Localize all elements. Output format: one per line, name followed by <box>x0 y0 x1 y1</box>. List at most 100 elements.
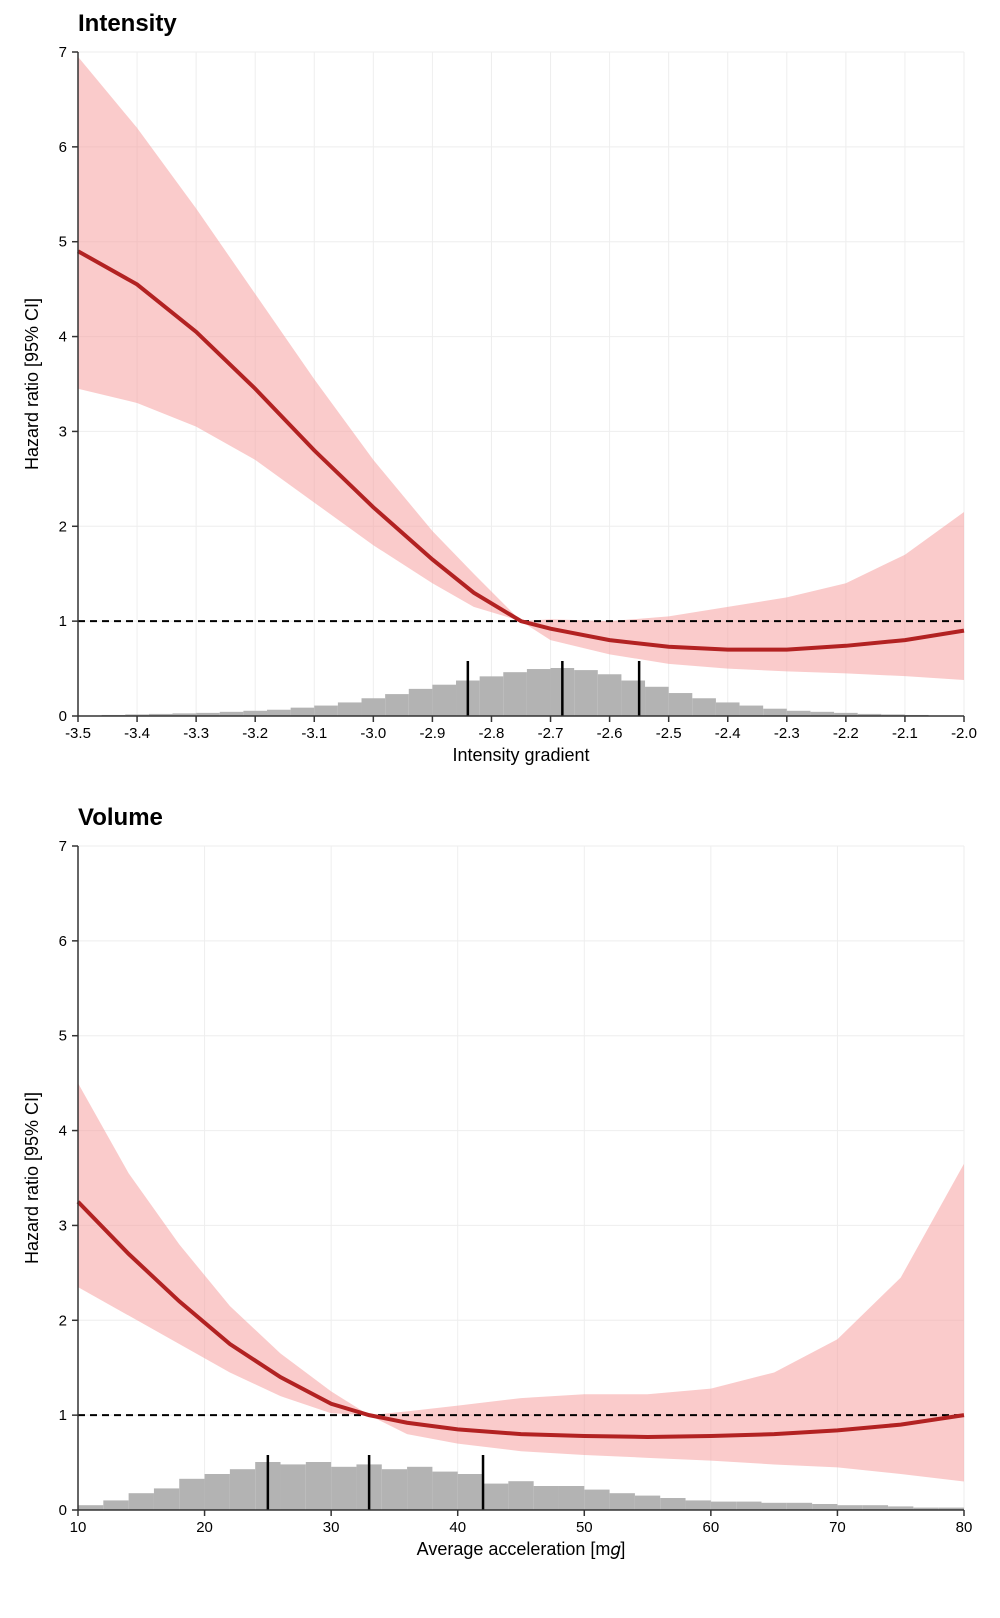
hist-bar <box>306 1462 331 1510</box>
svg-text:1: 1 <box>59 1407 67 1424</box>
svg-text:-2.5: -2.5 <box>656 725 682 742</box>
hist-bar <box>621 681 645 716</box>
hist-bar <box>103 1500 128 1510</box>
svg-text:4: 4 <box>59 329 67 346</box>
hist-bar <box>645 687 669 716</box>
hist-bar <box>763 709 787 716</box>
svg-text:3: 3 <box>59 1217 67 1234</box>
hist-bar <box>362 698 386 716</box>
hist-bar <box>230 1469 255 1510</box>
svg-text:-2.8: -2.8 <box>479 725 505 742</box>
svg-text:4: 4 <box>59 1123 67 1140</box>
hist-bar <box>409 689 433 716</box>
chart-intensity: -3.5 -3.4 -3.3 -3.2 -3.1 -3.0 -2.9 -2.8 -2.7 -2.6… <box>20 44 980 784</box>
hist-bar <box>787 1503 812 1510</box>
svg-text:60: 60 <box>703 1519 720 1536</box>
hist-bar <box>267 710 291 716</box>
panel-volume: Volume 10 20 30 40 50 60 70 80 0 1 2 3 4 5 6 7 Average a… <box>20 804 980 1578</box>
y-axis-title: Hazard ratio [95% CI] <box>22 1092 42 1264</box>
svg-text:30: 30 <box>323 1519 340 1536</box>
svg-text:0: 0 <box>59 1502 67 1519</box>
hist-bar <box>740 706 764 716</box>
svg-text:3: 3 <box>59 423 67 440</box>
y-axis-title: Hazard ratio [95% CI] <box>22 298 42 470</box>
hist-bar <box>432 685 456 716</box>
svg-text:7: 7 <box>59 44 67 61</box>
hist-bar <box>812 1504 837 1510</box>
svg-text:-3.4: -3.4 <box>124 725 150 742</box>
hist-bar <box>610 1493 635 1510</box>
hist-bar <box>711 1502 736 1510</box>
svg-text:6: 6 <box>59 933 67 950</box>
svg-text:-2.0: -2.0 <box>951 725 977 742</box>
hist-bar <box>584 1490 609 1510</box>
panel-intensity-title: Intensity <box>78 10 980 38</box>
hist-bar <box>660 1498 685 1510</box>
hist-bar <box>407 1467 432 1510</box>
svg-text:1: 1 <box>59 613 67 630</box>
svg-text:5: 5 <box>59 1028 67 1045</box>
svg-text:-2.4: -2.4 <box>715 725 741 742</box>
svg-text:50: 50 <box>576 1519 593 1536</box>
hist-bar <box>154 1488 179 1510</box>
svg-text:70: 70 <box>829 1519 846 1536</box>
hist-bar <box>686 1500 711 1510</box>
hist-bar <box>205 1474 230 1510</box>
hist-bar <box>527 669 551 716</box>
hist-bar <box>382 1469 407 1510</box>
chart-page: Intensity -3.5 -3.4 -3.3 -3.2 -3.1 -3.0 -2.9 -2… <box>0 0 1000 1618</box>
svg-text:10: 10 <box>70 1519 87 1536</box>
svg-text:6: 6 <box>59 139 67 156</box>
svg-text:-2.7: -2.7 <box>538 725 564 742</box>
hist-bar <box>480 676 504 716</box>
svg-text:-3.5: -3.5 <box>65 725 91 742</box>
hist-bar <box>243 711 267 716</box>
svg-text:-2.6: -2.6 <box>597 725 623 742</box>
panel-volume-title: Volume <box>78 804 980 832</box>
svg-text:-2.9: -2.9 <box>419 725 445 742</box>
hist-bar <box>559 1486 584 1510</box>
hist-bar <box>716 702 740 716</box>
hist-bar <box>432 1472 457 1510</box>
panel-intensity: Intensity -3.5 -3.4 -3.3 -3.2 -3.1 -3.0 -2.9 -2… <box>20 10 980 784</box>
hist-bar <box>385 694 409 716</box>
svg-text:-3.1: -3.1 <box>301 725 327 742</box>
hist-bar <box>692 698 716 716</box>
hist-bar <box>787 711 811 716</box>
hist-bar <box>635 1496 660 1510</box>
hist-bar <box>508 1481 533 1510</box>
hist-bar <box>761 1503 786 1510</box>
svg-text:5: 5 <box>59 234 67 251</box>
svg-text:-2.2: -2.2 <box>833 725 859 742</box>
hist-bar <box>598 674 622 716</box>
svg-text:2: 2 <box>59 1312 67 1329</box>
svg-text:7: 7 <box>59 838 67 855</box>
svg-text:-2.1: -2.1 <box>892 725 918 742</box>
svg-text:40: 40 <box>449 1519 466 1536</box>
hist-bar <box>291 708 315 716</box>
hist-bar <box>314 706 338 716</box>
hist-bar <box>669 693 693 716</box>
hist-bar <box>534 1486 559 1510</box>
hist-bar <box>574 670 598 716</box>
hist-bar <box>338 702 362 716</box>
svg-text:0: 0 <box>59 708 67 725</box>
x-axis-title: Average acceleration [m𝑔] <box>417 1539 626 1559</box>
hist-bar <box>129 1493 154 1510</box>
x-axis-title: Intensity gradient <box>452 745 589 765</box>
hist-bar <box>281 1464 306 1510</box>
svg-text:2: 2 <box>59 518 67 535</box>
hist-bar <box>483 1484 508 1510</box>
svg-text:20: 20 <box>196 1519 213 1536</box>
hist-bar <box>503 672 527 716</box>
svg-text:-3.2: -3.2 <box>242 725 268 742</box>
svg-text:-3.3: -3.3 <box>183 725 209 742</box>
chart-volume: 10 20 30 40 50 60 70 80 0 1 2 3 4 5 6 7 Average accelera… <box>20 838 980 1578</box>
svg-text:-2.3: -2.3 <box>774 725 800 742</box>
hist-bar <box>331 1467 356 1510</box>
svg-text:80: 80 <box>956 1519 973 1536</box>
svg-text:-3.0: -3.0 <box>360 725 386 742</box>
hist-bar <box>458 1474 483 1510</box>
hist-bar <box>736 1502 761 1510</box>
hist-bar <box>179 1479 204 1510</box>
